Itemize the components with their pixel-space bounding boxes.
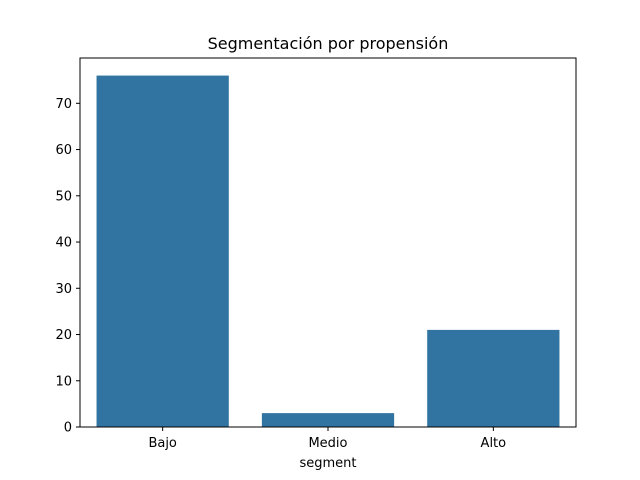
x-tick-label: Bajo xyxy=(148,436,176,451)
bar-bajo xyxy=(96,75,229,428)
x-axis-ticks: Bajo Medio Alto xyxy=(148,427,506,451)
x-axis-label: segment xyxy=(299,456,356,471)
plot-frame xyxy=(79,57,577,428)
y-tick-label: 40 xyxy=(55,236,72,251)
y-tick-label: 60 xyxy=(55,143,72,158)
bar-medio xyxy=(261,413,395,427)
y-tick-label: 20 xyxy=(55,328,72,343)
y-tick-label: 0 xyxy=(64,421,72,436)
x-tick-label: Medio xyxy=(308,436,347,451)
bars-group xyxy=(96,75,560,428)
y-tick-label: 70 xyxy=(55,97,72,112)
bar-alto xyxy=(427,329,560,427)
y-axis-ticks: 0 10 20 30 40 50 60 70 xyxy=(55,97,80,436)
y-tick-label: 10 xyxy=(55,374,72,389)
chart-title: Segmentación por propensión xyxy=(208,34,449,53)
y-tick-label: 30 xyxy=(55,282,72,297)
y-tick-label: 50 xyxy=(55,189,72,204)
x-tick-label: Alto xyxy=(481,436,507,451)
